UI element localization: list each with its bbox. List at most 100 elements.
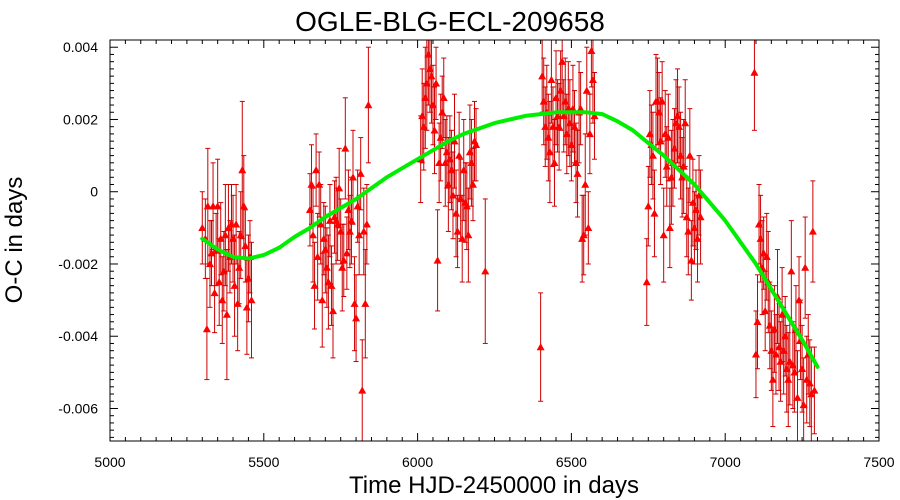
data-point <box>336 227 345 235</box>
data-point <box>775 343 784 351</box>
data-point <box>778 310 787 318</box>
data-point <box>788 361 797 369</box>
data-point <box>418 111 427 120</box>
data-point <box>233 299 242 307</box>
data-point <box>782 364 791 372</box>
data-point <box>453 227 462 235</box>
data-point <box>644 202 653 210</box>
data-point <box>693 234 702 242</box>
data-point <box>467 158 476 167</box>
data-point <box>799 400 808 409</box>
data-point <box>424 50 433 58</box>
data-point <box>761 306 770 315</box>
y-tick-label: 0.004 <box>63 39 98 55</box>
data-point <box>561 97 570 105</box>
y-tick-label: -0.004 <box>58 328 98 344</box>
data-point <box>236 231 245 239</box>
data-point <box>352 314 361 322</box>
data-point <box>665 223 674 232</box>
data-point <box>242 303 251 311</box>
data-point <box>235 263 244 271</box>
data-point <box>222 310 231 318</box>
data-point <box>585 129 594 138</box>
data-point <box>807 390 816 398</box>
data-point <box>645 129 654 138</box>
data-point <box>770 325 779 333</box>
data-point <box>221 231 230 239</box>
data-point <box>681 119 690 127</box>
data-point <box>425 64 434 73</box>
data-point <box>779 346 788 354</box>
data-point <box>445 155 454 163</box>
data-point <box>587 46 596 55</box>
data-point <box>421 93 430 102</box>
data-point <box>435 158 444 167</box>
data-point <box>787 267 796 275</box>
plot-frame <box>109 39 880 442</box>
data-point <box>213 202 222 210</box>
data-point <box>218 296 227 304</box>
data-point <box>545 147 554 156</box>
data-point <box>751 350 760 358</box>
data-point <box>229 234 238 242</box>
data-point <box>576 104 585 112</box>
fit-curve <box>200 110 820 369</box>
data-point <box>771 350 780 358</box>
data-point <box>316 220 325 228</box>
data-point <box>671 119 680 127</box>
data-point <box>676 151 685 159</box>
data-point <box>785 357 794 365</box>
data-point <box>464 231 473 239</box>
data-point <box>247 296 256 304</box>
y-tick-label: -0.002 <box>58 256 98 272</box>
x-tick-label: 6500 <box>556 454 587 470</box>
y-tick-label: 0 <box>90 184 98 200</box>
data-point <box>679 162 688 170</box>
data-point <box>790 368 799 376</box>
data-point <box>691 205 700 213</box>
data-point <box>558 57 567 65</box>
data-point <box>805 379 814 387</box>
data-point <box>565 119 574 127</box>
data-point <box>333 220 342 228</box>
data-point <box>347 216 356 224</box>
data-point <box>349 173 358 181</box>
data-point <box>767 346 776 354</box>
x-axis-label: Time HJD-2450000 in days <box>349 472 639 499</box>
data-point <box>658 97 667 105</box>
data-point <box>447 166 456 174</box>
data-point <box>448 191 457 199</box>
data-point <box>441 158 450 167</box>
data-point <box>567 140 576 148</box>
data-point <box>452 209 461 217</box>
x-tick-label: 7500 <box>863 454 894 470</box>
data-point <box>350 299 359 307</box>
data-point <box>548 122 557 130</box>
axis-ticks <box>109 40 880 441</box>
data-point <box>570 122 579 130</box>
data-point <box>553 111 562 120</box>
data-point <box>688 198 697 206</box>
data-point <box>810 386 819 394</box>
data-point <box>203 202 212 210</box>
data-point <box>458 234 467 242</box>
data-point <box>696 213 705 221</box>
data-point <box>344 205 353 213</box>
y-axis-label: O-C in days <box>1 177 28 304</box>
data-point <box>427 72 436 80</box>
data-point <box>667 173 676 181</box>
data-point <box>465 147 474 156</box>
data-point <box>755 220 764 228</box>
data-point <box>422 79 431 87</box>
data-point <box>224 223 233 232</box>
data-point <box>210 288 219 297</box>
data-point <box>756 234 765 242</box>
data-point <box>358 386 367 394</box>
data-point <box>648 151 657 159</box>
data-point <box>428 101 437 109</box>
y-tick-label: 0.002 <box>63 111 98 127</box>
y-tick-label: -0.006 <box>58 400 98 416</box>
data-point <box>419 122 428 130</box>
data-point <box>664 133 673 141</box>
data-point <box>307 180 316 188</box>
